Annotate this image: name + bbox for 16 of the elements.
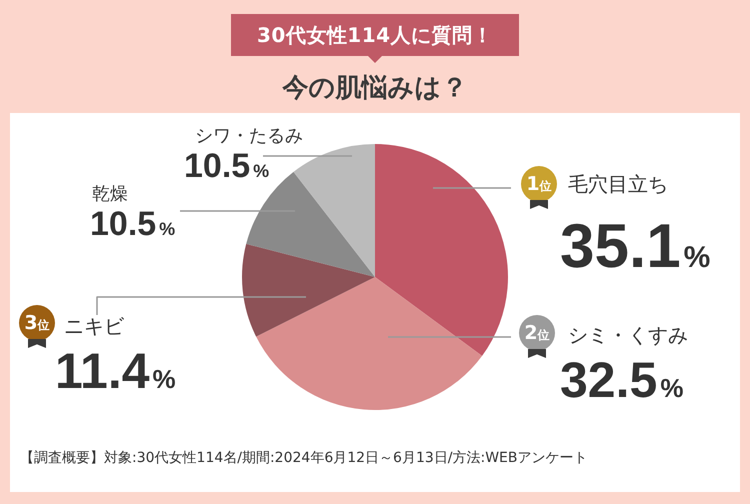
text: 2位 bbox=[524, 322, 550, 344]
slice-label: 毛穴目立ち bbox=[568, 172, 668, 196]
chart-subtitle: 今の肌悩みは？ bbox=[281, 72, 468, 105]
data-label: 10.5% bbox=[90, 205, 176, 243]
slice-label: シワ・たるみ bbox=[195, 126, 303, 147]
slice-label: シミ・くすみ bbox=[568, 323, 688, 348]
text: 【調査概要】対象:30代女性114名/期間:2024年6月12日～6月13日/方法:WEBアンケート bbox=[20, 449, 588, 467]
data-label: 32.5% bbox=[560, 352, 684, 408]
text: 3位 bbox=[24, 312, 50, 334]
data-label: 10.5% bbox=[184, 147, 270, 185]
chart-title: 30代女性114人に質問！ bbox=[230, 14, 520, 56]
data-label: 11.4% bbox=[55, 343, 176, 399]
slice-label: ニキビ bbox=[64, 314, 125, 338]
text: 1位 bbox=[526, 173, 552, 195]
data-label: 35.1% bbox=[560, 212, 710, 281]
slice-label: 乾燥 bbox=[92, 184, 128, 205]
